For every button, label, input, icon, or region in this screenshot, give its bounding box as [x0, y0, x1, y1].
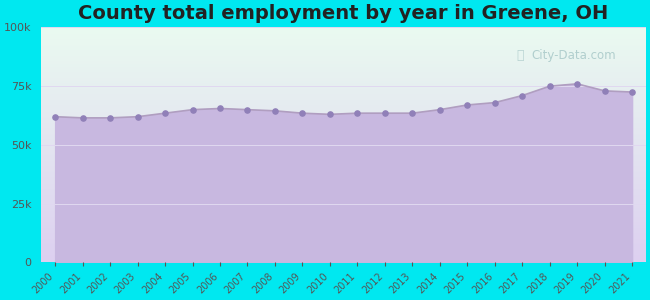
Point [187, 107, 198, 112]
Text: ⦾: ⦾ [516, 49, 523, 62]
Point [352, 111, 363, 116]
Point [270, 108, 280, 113]
Point [380, 111, 390, 116]
Point [489, 100, 500, 105]
Point [242, 107, 253, 112]
Point [572, 81, 582, 86]
Point [407, 111, 417, 116]
Point [160, 111, 170, 116]
Point [77, 116, 88, 120]
Point [297, 111, 307, 116]
Point [133, 114, 143, 119]
Point [517, 93, 527, 98]
Point [50, 114, 60, 119]
Point [462, 103, 473, 107]
Point [627, 90, 637, 94]
Point [324, 112, 335, 117]
Point [545, 84, 555, 88]
Title: County total employment by year in Greene, OH: County total employment by year in Green… [79, 4, 609, 23]
Point [105, 116, 115, 120]
Text: City-Data.com: City-Data.com [531, 49, 616, 62]
Point [435, 107, 445, 112]
Point [599, 88, 610, 93]
Point [214, 106, 225, 111]
